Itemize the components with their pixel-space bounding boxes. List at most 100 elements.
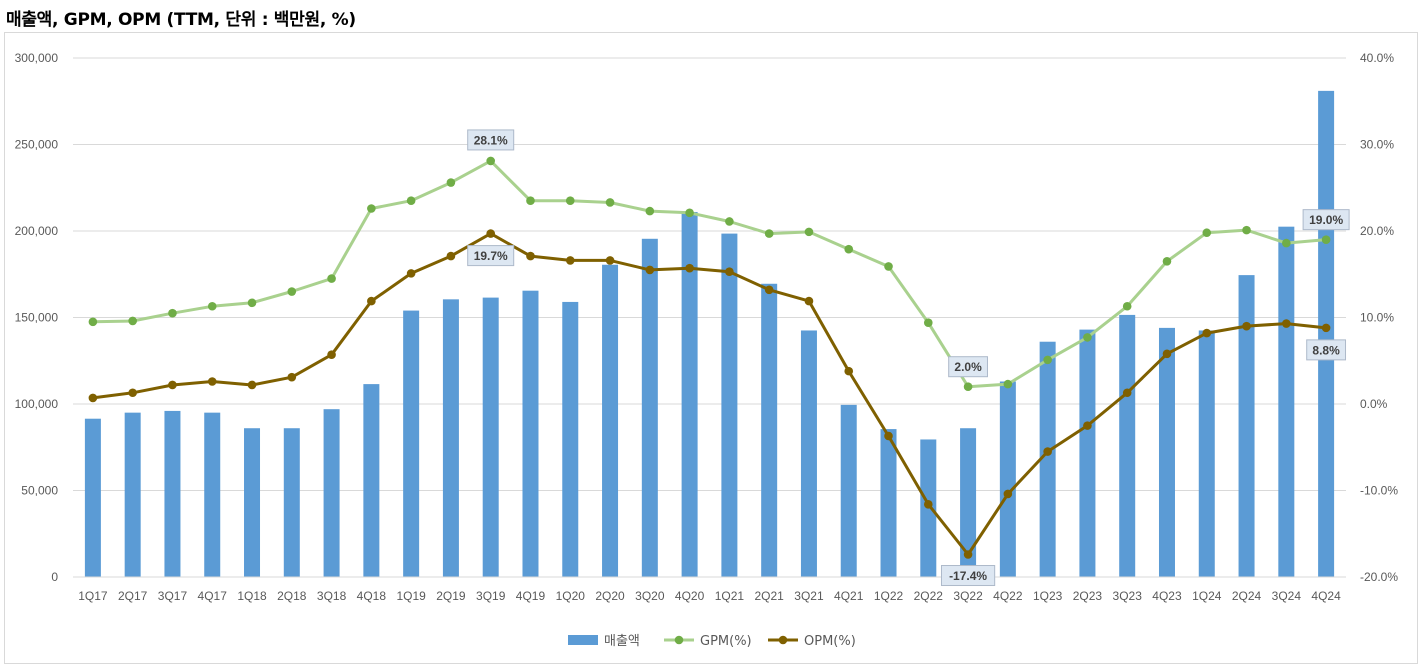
bar (1278, 226, 1295, 578)
x-tick-label: 3Q18 (317, 589, 347, 603)
point (963, 550, 973, 559)
legend-swatch (568, 635, 598, 645)
point (1043, 355, 1052, 365)
y-right-tick-label: -10.0% (1360, 484, 1398, 498)
x-tick-label: 2Q19 (436, 589, 466, 603)
y-left-tick-label: 50,000 (21, 484, 58, 498)
bar (800, 330, 817, 577)
point (844, 244, 854, 254)
data-labels: 28.1% 19.7% 2.0% -17.4% 19.0% 8.8% (467, 129, 1350, 587)
chart-title: 매출액, GPM, OPM (TTM, 단위 : 백만원, %) (6, 10, 356, 30)
x-tick-label: 3Q19 (476, 589, 506, 603)
x-tick-label: 2Q18 (277, 589, 307, 603)
x-tick-label: 2Q20 (595, 589, 625, 603)
point (1162, 349, 1172, 359)
bar (1079, 329, 1096, 577)
y-left-tick-label: 150,000 (15, 311, 59, 325)
point (207, 301, 217, 311)
x-tick-label: 1Q22 (874, 589, 904, 603)
bar (204, 412, 221, 577)
x-tick-label: 4Q20 (675, 589, 705, 603)
line-series (88, 156, 1331, 559)
point (884, 262, 893, 271)
x-tick-label: 1Q17 (78, 589, 108, 603)
point (287, 287, 297, 296)
series-line (92, 232, 1327, 556)
point (1242, 225, 1251, 235)
gridlines (73, 57, 1346, 578)
x-tick-label: 2Q21 (754, 589, 784, 603)
point (1282, 238, 1291, 248)
bar (562, 301, 579, 577)
chart-frame (4, 32, 1418, 664)
y-right-tick-label: 20.0% (1360, 224, 1394, 238)
point (247, 380, 257, 390)
point (565, 196, 575, 206)
point (605, 256, 615, 265)
data-label-box (940, 565, 996, 587)
point (168, 380, 177, 390)
point (565, 256, 575, 265)
bar (442, 299, 459, 577)
point (406, 269, 416, 278)
point (645, 206, 655, 216)
bar (1318, 90, 1335, 578)
series-line (92, 159, 1327, 389)
x-tick-label: 4Q18 (357, 589, 387, 603)
legend-label: 매출액 (604, 634, 640, 649)
point (685, 208, 694, 218)
legend: 매출액 GPM(%) OPM(%) (568, 634, 856, 649)
bar (721, 233, 738, 577)
bar (403, 310, 420, 577)
point (923, 500, 933, 509)
bar (482, 297, 499, 577)
point (168, 308, 177, 318)
point (486, 229, 496, 238)
point (526, 251, 535, 261)
x-tick-label: 4Q19 (516, 589, 546, 603)
point (406, 196, 416, 206)
y-left-tick-label: 0 (51, 570, 58, 584)
point (88, 317, 98, 327)
bar (84, 418, 101, 577)
point (1122, 301, 1132, 311)
point (1083, 421, 1092, 430)
bar (522, 290, 539, 577)
bar (1238, 275, 1255, 577)
point (923, 318, 933, 327)
point (1282, 319, 1291, 328)
point (1202, 328, 1212, 338)
x-tick-label: 1Q24 (1192, 589, 1222, 603)
point (963, 382, 973, 392)
legend-label: OPM(%) (804, 634, 856, 649)
bar (681, 211, 698, 577)
point (804, 296, 814, 306)
x-tick-label: 1Q19 (396, 589, 426, 603)
bar (761, 283, 778, 577)
bar (323, 409, 340, 577)
bar (164, 410, 181, 577)
bar (840, 404, 857, 577)
bar (999, 381, 1016, 577)
point (1003, 379, 1013, 389)
point (327, 274, 336, 283)
point (1162, 256, 1172, 266)
point (128, 388, 137, 398)
point (1321, 235, 1331, 244)
data-label: 2.0% (954, 360, 982, 374)
x-tick-label: 2Q22 (914, 589, 944, 603)
x-tick-label: 4Q17 (198, 589, 228, 603)
data-label-box (1302, 209, 1350, 231)
point (1083, 333, 1092, 342)
bar (1158, 327, 1175, 577)
point (685, 263, 694, 273)
point (725, 217, 734, 226)
point (764, 285, 774, 295)
y-right-tick-label: -20.0% (1360, 570, 1398, 584)
legend-label: GPM(%) (700, 634, 752, 649)
point (884, 431, 893, 441)
data-label: 19.0% (1309, 213, 1343, 227)
y-right-tick-label: 40.0% (1360, 51, 1394, 65)
point (526, 196, 535, 206)
